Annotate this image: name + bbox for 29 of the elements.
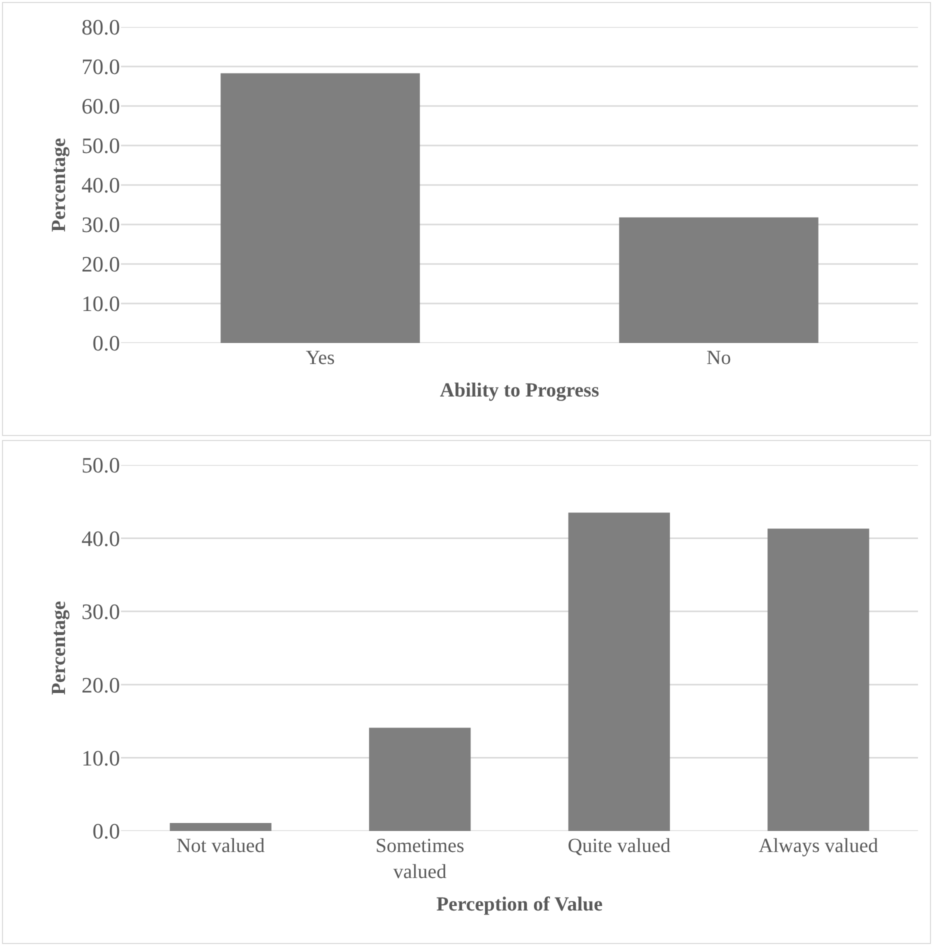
x-tick-label: Always valued xyxy=(758,835,878,857)
y-tick-label: 70.0 xyxy=(82,54,120,80)
y-tick-label: 10.0 xyxy=(82,746,120,770)
bar xyxy=(568,512,670,831)
y-tick-label: 0.0 xyxy=(92,330,120,356)
y-tick-label: 20.0 xyxy=(82,672,120,698)
x-axis-title: Perception of Value xyxy=(436,894,603,916)
y-axis-title: Percentage xyxy=(48,600,70,696)
y-tick-label: 60.0 xyxy=(82,94,120,119)
y-tick-label: 50.0 xyxy=(82,133,120,158)
x-axis-title: Ability to Progress xyxy=(440,380,600,402)
x-tick-label: Quite valued xyxy=(568,835,671,857)
y-tick-label: 30.0 xyxy=(82,599,120,624)
bar xyxy=(768,528,870,831)
y-tick-label: 30.0 xyxy=(82,212,120,238)
x-tick-label: No xyxy=(706,347,731,369)
y-tick-label: 80.0 xyxy=(82,14,120,40)
y-tick-label: 40.0 xyxy=(82,172,120,198)
y-tick-label: 40.0 xyxy=(82,526,120,551)
y-tick-label: 20.0 xyxy=(82,252,120,277)
x-tick-label: Yes xyxy=(306,347,336,369)
bar xyxy=(170,822,272,831)
y-tick-label: 50.0 xyxy=(82,452,120,478)
y-tick-label: 0.0 xyxy=(92,818,120,844)
bar xyxy=(369,728,471,831)
x-tick-label: Not valued xyxy=(176,835,265,857)
y-axis-title: Percentage xyxy=(48,138,70,232)
x-tick-label: Sometimes valued xyxy=(375,835,465,883)
y-tick-label: 10.0 xyxy=(82,291,120,316)
